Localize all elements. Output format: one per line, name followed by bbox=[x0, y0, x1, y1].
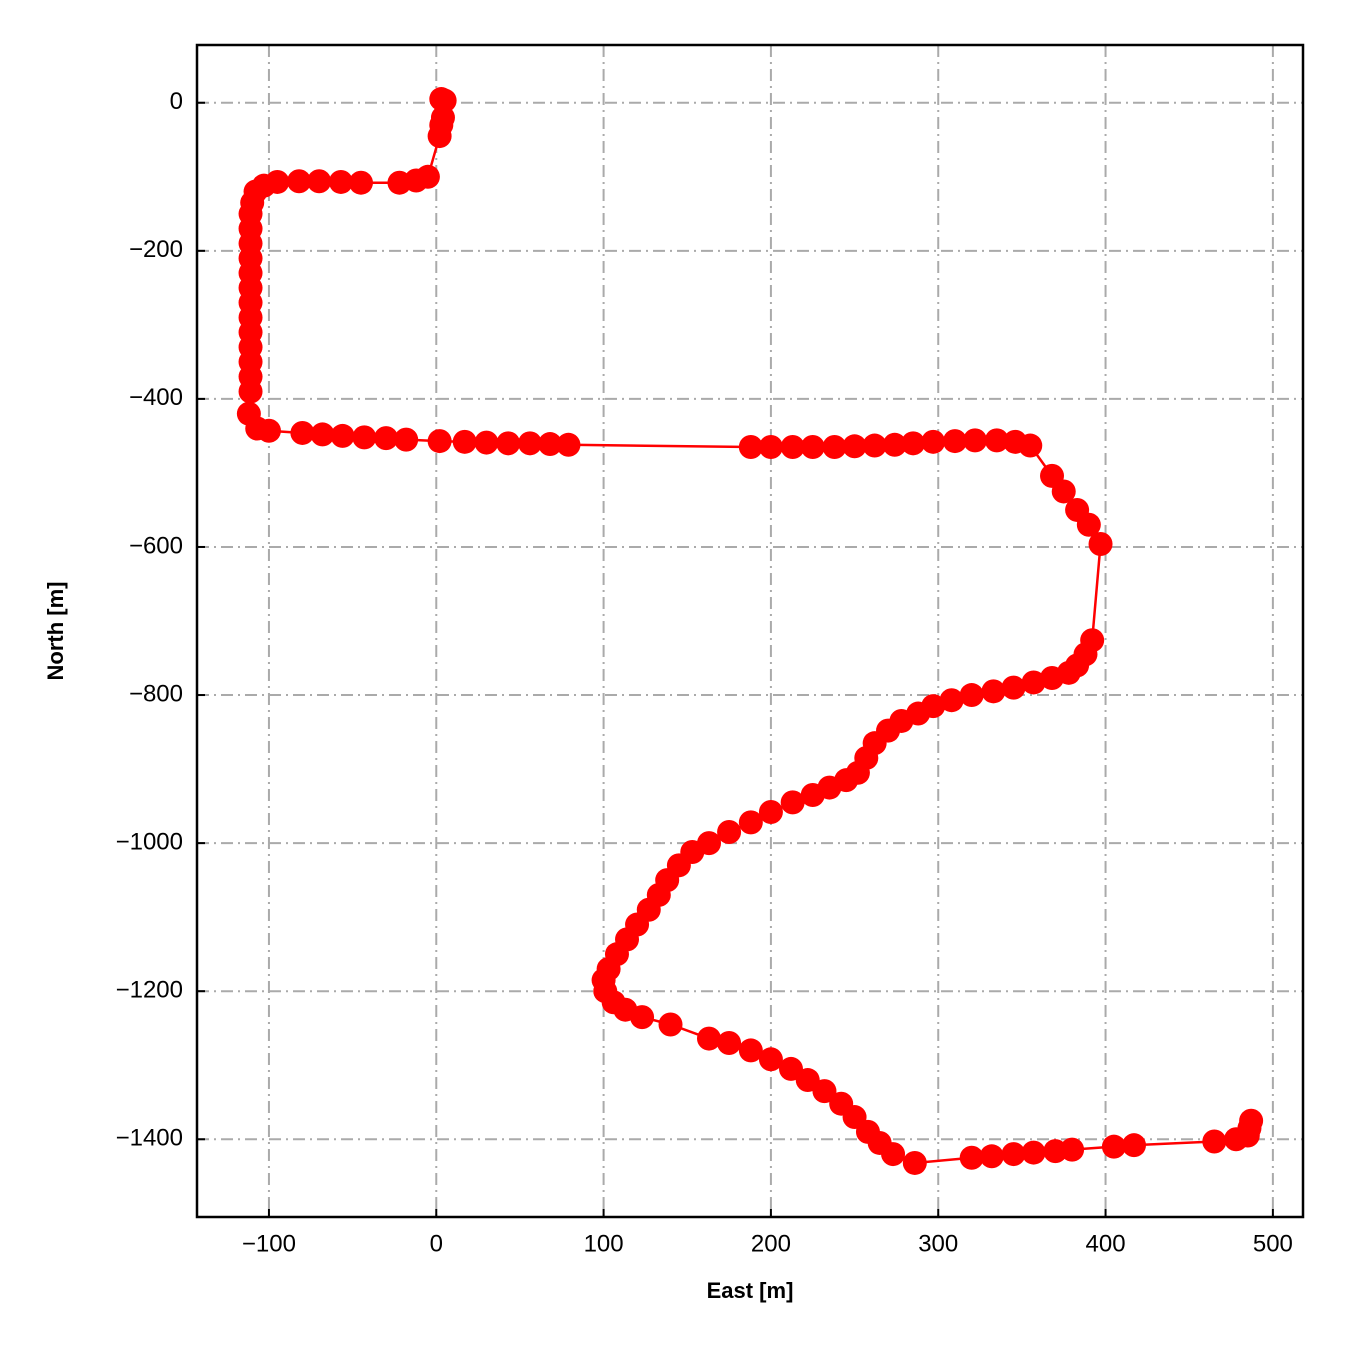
marker bbox=[981, 679, 1006, 704]
marker bbox=[738, 435, 763, 460]
marker bbox=[556, 432, 581, 457]
y-tick-label: −400 bbox=[129, 384, 183, 411]
marker bbox=[538, 432, 563, 457]
marker bbox=[939, 688, 964, 713]
marker bbox=[822, 435, 847, 460]
marker bbox=[921, 429, 946, 454]
marker bbox=[1001, 675, 1026, 700]
marker bbox=[496, 431, 521, 456]
marker bbox=[330, 423, 355, 448]
marker bbox=[394, 427, 419, 452]
marker bbox=[717, 820, 742, 845]
marker bbox=[238, 379, 263, 404]
marker bbox=[1202, 1129, 1227, 1154]
marker bbox=[1076, 512, 1101, 537]
plot-frame bbox=[195, 43, 1305, 1219]
marker bbox=[328, 169, 353, 194]
marker bbox=[352, 425, 377, 450]
marker bbox=[697, 1026, 722, 1051]
x-tick-label: 200 bbox=[751, 1230, 791, 1257]
marker bbox=[984, 428, 1009, 453]
y-tick-label: −200 bbox=[129, 236, 183, 263]
marker bbox=[1101, 1134, 1126, 1159]
marker bbox=[901, 431, 926, 456]
marker bbox=[310, 422, 335, 447]
marker bbox=[780, 435, 805, 460]
marker bbox=[959, 683, 984, 708]
marker bbox=[758, 1047, 783, 1072]
marker bbox=[738, 1038, 763, 1063]
y-tick-label: 0 bbox=[170, 88, 183, 115]
marker bbox=[630, 1005, 655, 1030]
x-tick-label: −100 bbox=[242, 1230, 296, 1257]
marker bbox=[800, 782, 825, 807]
marker bbox=[902, 1150, 927, 1175]
marker bbox=[290, 420, 315, 445]
y-tick-label: −1400 bbox=[116, 1125, 183, 1152]
x-tick-label: 500 bbox=[1253, 1230, 1293, 1257]
marker bbox=[842, 434, 867, 459]
marker bbox=[427, 429, 452, 454]
y-tick-label: −1200 bbox=[116, 977, 183, 1004]
marker bbox=[307, 169, 332, 194]
marker bbox=[758, 435, 783, 460]
marker bbox=[517, 431, 542, 456]
marker bbox=[348, 170, 373, 195]
marker bbox=[1051, 479, 1076, 504]
marker bbox=[800, 435, 825, 460]
marker bbox=[658, 1012, 683, 1037]
marker bbox=[717, 1031, 742, 1056]
y-axis-label: North [m] bbox=[43, 582, 68, 681]
marker bbox=[287, 169, 312, 194]
y-tick-label: −1000 bbox=[116, 828, 183, 855]
marker bbox=[1239, 1108, 1264, 1133]
marker bbox=[387, 170, 412, 195]
x-tick-label: 100 bbox=[584, 1230, 624, 1257]
marker bbox=[256, 418, 281, 443]
marker bbox=[1021, 670, 1046, 695]
marker bbox=[1018, 433, 1043, 458]
marker bbox=[374, 426, 399, 451]
marker bbox=[780, 790, 805, 815]
marker bbox=[881, 1142, 906, 1167]
marker bbox=[1001, 1142, 1026, 1167]
marker bbox=[942, 429, 967, 454]
marker bbox=[1122, 1133, 1147, 1158]
marker bbox=[979, 1144, 1004, 1169]
marker bbox=[882, 432, 907, 457]
x-axis-label: East [m] bbox=[707, 1278, 794, 1303]
x-tick-label: 400 bbox=[1086, 1230, 1126, 1257]
marker bbox=[452, 429, 477, 454]
marker bbox=[1021, 1140, 1046, 1165]
marker bbox=[1040, 666, 1065, 691]
marker bbox=[758, 800, 783, 825]
marker bbox=[738, 810, 763, 835]
marker bbox=[862, 433, 887, 458]
marker bbox=[963, 428, 988, 453]
marker bbox=[474, 430, 499, 455]
x-tick-label: 300 bbox=[918, 1230, 958, 1257]
marker bbox=[427, 124, 452, 149]
trajectory-line bbox=[247, 97, 1253, 1165]
y-tick-label: −600 bbox=[129, 532, 183, 559]
marker bbox=[959, 1145, 984, 1170]
x-tick-label: 0 bbox=[430, 1230, 443, 1257]
y-tick-label: −800 bbox=[129, 680, 183, 707]
marker bbox=[1060, 1137, 1085, 1162]
marker bbox=[812, 1079, 837, 1104]
marker bbox=[1088, 532, 1113, 557]
